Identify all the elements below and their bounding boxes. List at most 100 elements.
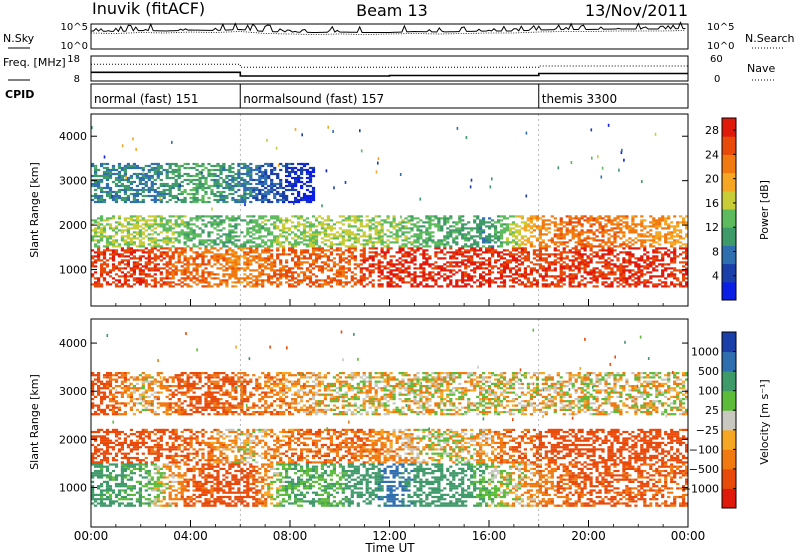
echo-cell [502, 285, 507, 288]
echo-cell [297, 176, 301, 180]
echo-cell [150, 225, 154, 228]
echo-cell [195, 265, 199, 268]
echo-cell [282, 200, 286, 204]
echo-cell [94, 259, 98, 262]
echo-cell [502, 261, 507, 264]
echo-cell [114, 241, 119, 244]
echo-cell [165, 223, 169, 226]
echo-cell [156, 170, 160, 174]
echo-cell [571, 237, 575, 240]
echo-cell [102, 225, 107, 228]
echo-cell [350, 251, 354, 254]
echo-cell [216, 162, 220, 166]
echo-cell [159, 279, 163, 282]
echo-cell [476, 245, 480, 248]
echo-cell [150, 188, 154, 192]
scatter-echo [654, 132, 657, 136]
echo-cell [664, 269, 668, 272]
echo-cell [225, 267, 229, 270]
echo-cell [604, 261, 608, 264]
echo-cell [529, 269, 533, 272]
echo-cell [365, 257, 369, 260]
echo-cell [407, 247, 411, 250]
echo-cell [395, 239, 399, 242]
echo-cell [210, 178, 214, 182]
echo-cell [625, 283, 629, 286]
echo-cell [464, 235, 468, 238]
echo-cell [589, 245, 593, 248]
echo-cell [114, 198, 119, 202]
echo-cell [288, 267, 292, 270]
echo-cell [374, 263, 378, 266]
echo-cell [449, 217, 453, 220]
echo-cell [225, 168, 229, 172]
echo-cell [171, 227, 175, 230]
echo-cell [282, 190, 286, 194]
echo-cell [291, 186, 295, 190]
echo-cell [547, 275, 551, 278]
echo-cell [476, 223, 480, 226]
echo-cell [291, 237, 295, 240]
echo-cell [243, 178, 247, 182]
echo-cell [520, 241, 524, 244]
echo-cell [240, 184, 244, 188]
echo-cell [120, 249, 124, 252]
echo-cell [177, 255, 181, 258]
echo-cell [685, 247, 689, 250]
echo-cell [368, 241, 372, 244]
echo-cell [655, 257, 659, 260]
echo-cell [162, 257, 166, 260]
echo-cell [586, 245, 590, 248]
echo-cell [508, 231, 513, 234]
echo-cell [482, 245, 486, 248]
echo-cell [326, 265, 330, 268]
echo-cell [640, 235, 644, 238]
echo-cell [198, 239, 202, 242]
echo-cell [97, 257, 101, 260]
echo-cell [123, 243, 127, 246]
echo-cell [598, 221, 602, 224]
echo-cell [111, 227, 116, 230]
echo-cell [264, 247, 268, 250]
echo-cell [207, 249, 211, 252]
echo-cell [225, 273, 229, 276]
echo-cell [267, 273, 271, 276]
echo-cell [168, 241, 172, 244]
echo-cell [341, 271, 345, 274]
echo-cell [362, 261, 366, 264]
echo-cell [108, 225, 113, 228]
echo-cell [667, 263, 671, 266]
echo-cell [679, 229, 683, 232]
echo-cell [132, 265, 136, 268]
echo-cell [485, 225, 489, 228]
echo-cell [111, 245, 116, 248]
echo-cell [685, 253, 689, 256]
echo-cell [94, 168, 98, 172]
echo-cell [452, 231, 456, 234]
echo-cell [565, 221, 569, 224]
echo-cell [461, 285, 465, 288]
echo-cell [571, 221, 575, 224]
echo-cell [553, 255, 557, 258]
echo-cell [117, 261, 122, 264]
echo-cell [255, 285, 259, 288]
echo-cell [413, 257, 417, 260]
echo-cell [276, 225, 280, 228]
echo-cell [682, 265, 686, 268]
echo-cell [434, 241, 438, 244]
echo-cell [413, 259, 417, 262]
echo-cell [97, 227, 101, 230]
echo-cell [589, 249, 593, 252]
echo-cell [234, 223, 238, 226]
echo-cell [97, 279, 101, 282]
echo-cell [589, 273, 593, 276]
echo-cell [105, 245, 110, 248]
echo-cell [604, 215, 608, 218]
echo-cell [580, 229, 584, 232]
echo-cell [255, 269, 259, 272]
echo-cell [395, 263, 399, 266]
echo-cell [273, 168, 277, 172]
echo-cell [273, 273, 277, 276]
echo-cell [401, 231, 405, 234]
echo-cell [550, 215, 554, 218]
